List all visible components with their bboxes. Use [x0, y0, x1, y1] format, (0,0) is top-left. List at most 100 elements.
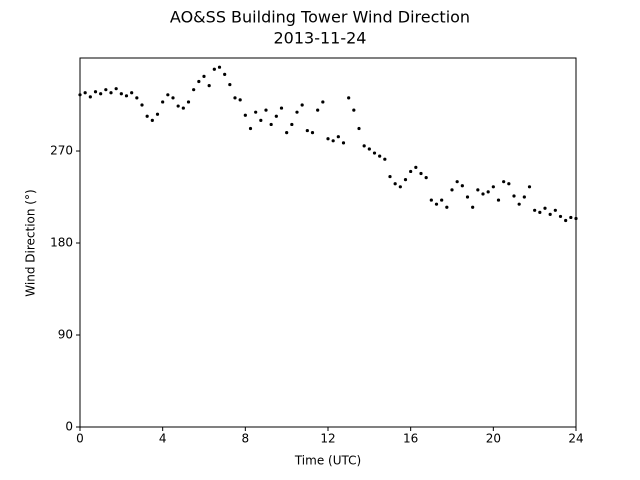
data-point — [352, 108, 356, 112]
data-point — [471, 205, 475, 209]
data-point — [78, 93, 82, 97]
data-point — [217, 65, 222, 69]
data-point — [109, 91, 113, 95]
data-point — [465, 195, 470, 199]
x-tick-label: 12 — [320, 432, 335, 446]
data-point — [486, 190, 490, 194]
data-point — [398, 185, 402, 189]
data-point — [269, 122, 273, 127]
data-point — [176, 104, 180, 108]
y-tick-label: 90 — [58, 328, 73, 342]
data-point — [254, 110, 258, 114]
data-point — [372, 151, 377, 155]
y-tick-label: 180 — [50, 236, 73, 250]
data-point — [212, 67, 216, 71]
data-point — [300, 103, 304, 107]
data-point — [496, 198, 501, 202]
data-point — [166, 93, 170, 97]
data-point — [383, 157, 387, 161]
data-point — [279, 106, 284, 110]
data-point — [378, 154, 382, 158]
chart-title: AO&SS Building Tower Wind Direction — [170, 8, 470, 27]
data-point — [553, 208, 557, 212]
data-point — [181, 106, 185, 110]
data-point — [155, 112, 160, 116]
data-point — [502, 180, 506, 184]
data-point — [104, 88, 108, 92]
data-point — [403, 178, 408, 182]
data-point — [331, 139, 335, 143]
data-point — [476, 188, 480, 192]
data-point — [88, 95, 92, 99]
data-point — [419, 171, 423, 176]
data-point — [543, 206, 547, 210]
data-point — [295, 110, 299, 114]
x-axis-label: Time (UTC) — [294, 454, 361, 468]
data-point — [274, 114, 278, 118]
data-point — [507, 182, 511, 186]
data-point — [290, 122, 294, 127]
data-point — [326, 137, 330, 141]
data-point — [460, 184, 464, 188]
data-point — [145, 114, 149, 118]
data-point — [522, 195, 526, 199]
data-point — [367, 147, 371, 151]
y-axis-label: Wind Direction (°) — [24, 189, 38, 296]
data-point — [243, 113, 247, 117]
data-point — [228, 82, 232, 87]
data-point — [135, 96, 139, 100]
data-point — [161, 100, 165, 104]
data-point — [347, 96, 351, 100]
data-point — [429, 198, 433, 202]
data-point — [186, 100, 191, 104]
data-point — [140, 103, 144, 107]
data-point — [285, 131, 289, 135]
data-point — [336, 135, 340, 139]
data-point — [538, 210, 542, 214]
y-tick-label: 270 — [50, 144, 73, 158]
chart-subtitle: 2013-11-24 — [274, 29, 367, 48]
data-point — [171, 96, 175, 100]
data-point — [130, 91, 134, 95]
data-point — [119, 92, 123, 96]
data-point — [202, 74, 206, 78]
data-point — [455, 180, 459, 184]
data-point — [310, 131, 315, 135]
data-point — [527, 185, 532, 189]
data-point — [548, 212, 552, 216]
plot-frame — [79, 57, 577, 428]
data-point — [445, 205, 449, 209]
x-tick-label: 16 — [403, 432, 418, 446]
data-point — [321, 100, 325, 104]
data-point — [393, 182, 397, 186]
data-point — [259, 118, 263, 122]
data-point — [114, 87, 118, 91]
x-tick-label: 20 — [486, 432, 501, 446]
x-tick-label: 0 — [76, 432, 84, 446]
data-point — [491, 185, 495, 189]
x-tick-label: 4 — [159, 432, 167, 446]
data-point — [192, 88, 196, 92]
data-point — [83, 91, 87, 95]
data-point — [124, 94, 129, 98]
data-point — [316, 108, 320, 112]
data-point — [357, 126, 361, 131]
data-point — [233, 96, 237, 100]
data-point — [388, 174, 392, 179]
data-point — [341, 141, 346, 145]
x-tick-label: 8 — [242, 432, 250, 446]
data-point — [434, 202, 439, 206]
data-point — [197, 79, 201, 84]
data-point — [238, 98, 242, 102]
data-point — [414, 165, 418, 169]
data-point — [93, 90, 98, 94]
data-point — [207, 83, 211, 88]
data-point — [450, 188, 454, 192]
data-point — [264, 108, 268, 112]
data-point — [150, 118, 154, 122]
data-point — [569, 215, 573, 220]
data-point — [409, 169, 413, 174]
data-point — [99, 92, 103, 96]
data-point — [248, 126, 253, 131]
